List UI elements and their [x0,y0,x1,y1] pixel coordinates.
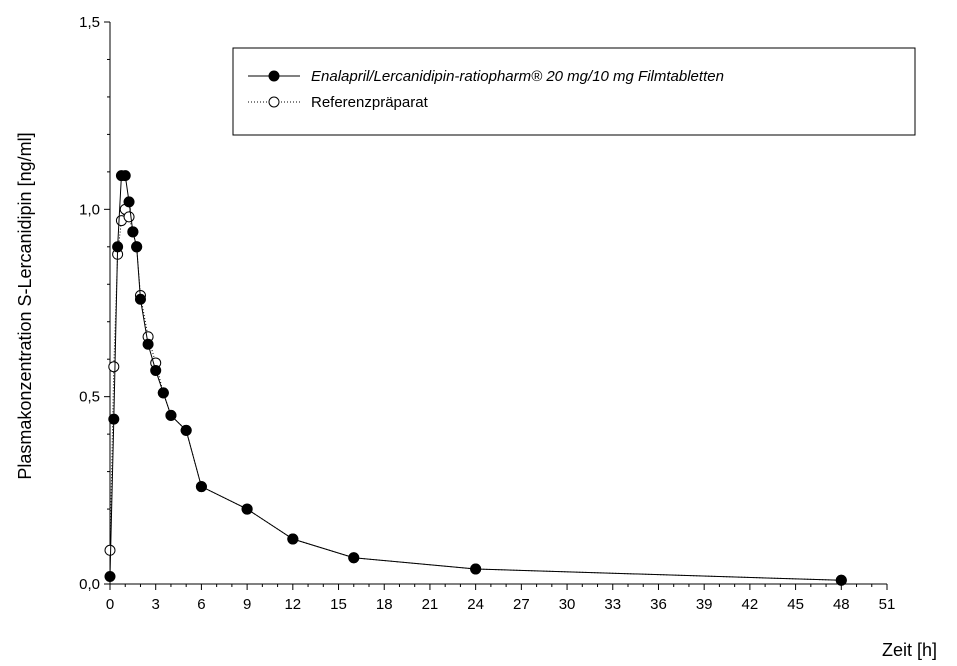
legend: Enalapril/Lercanidipin-ratiopharm® 20 mg… [232,47,916,136]
legend-symbol-reference [248,96,300,108]
data-point [104,544,116,556]
data-point [470,563,482,575]
x-axis-label: Zeit [h] [882,640,937,660]
data-point [142,338,154,350]
data-point [835,574,847,586]
series-line-0 [109,175,842,581]
data-point [134,293,146,305]
data-point [241,503,253,515]
x-tick-label: 3 [152,596,160,613]
legend-symbol-test [248,70,300,82]
x-tick-label: 30 [559,596,576,613]
series-layer [104,170,847,586]
x-tick-label: 21 [422,596,439,613]
data-point [119,170,131,182]
y-axis-label: Plasmakonzentration S-Lercanidipin [ng/m… [15,132,35,479]
x-tick-label: 6 [197,596,205,613]
legend-box [232,47,916,136]
plot-axes [109,22,887,585]
y-tick-label: 0,5 [79,389,100,406]
y-tick-label: 0,0 [79,576,100,593]
x-tick-label: 42 [742,596,759,613]
data-point [131,241,143,253]
x-tick-label: 15 [330,596,347,613]
data-point [123,196,135,208]
data-point [127,226,139,238]
axis-ticks: 0 3 6 9 12 15 18 21 24 27 30 33 36 39 42 45 48 510,00,51,… [79,14,895,613]
x-tick-label: 36 [650,596,667,613]
x-tick-label: 18 [376,596,393,613]
series-0 [104,170,847,586]
series-line-1 [109,208,842,581]
x-tick-label: 27 [513,596,530,613]
data-point [104,571,116,583]
x-tick-label: 39 [696,596,713,613]
x-tick-label: 45 [787,596,804,613]
x-tick-label: 12 [284,596,301,613]
data-point [108,413,120,425]
data-point [348,552,360,564]
data-point [108,361,120,373]
x-tick-label: 9 [243,596,251,613]
data-point [165,409,177,421]
data-point [112,241,124,253]
x-tick-label: 33 [604,596,621,613]
data-point [157,387,169,399]
legend-label-reference: Referenzpräparat [311,94,429,111]
x-tick-label: 51 [879,596,896,613]
data-point [195,481,207,493]
legend-marker [268,70,280,82]
x-tick-label: 24 [467,596,484,613]
x-tick-label: 48 [833,596,850,613]
data-point [180,424,192,436]
y-tick-label: 1,0 [79,201,100,218]
data-point [287,533,299,545]
y-tick-label: 1,5 [79,14,100,31]
x-tick-label: 0 [106,596,114,613]
series-1 [104,203,847,586]
data-point [123,211,135,223]
legend-marker [268,96,280,108]
legend-label-test: Enalapril/Lercanidipin-ratiopharm® 20 mg… [311,68,724,85]
data-point [150,364,162,376]
